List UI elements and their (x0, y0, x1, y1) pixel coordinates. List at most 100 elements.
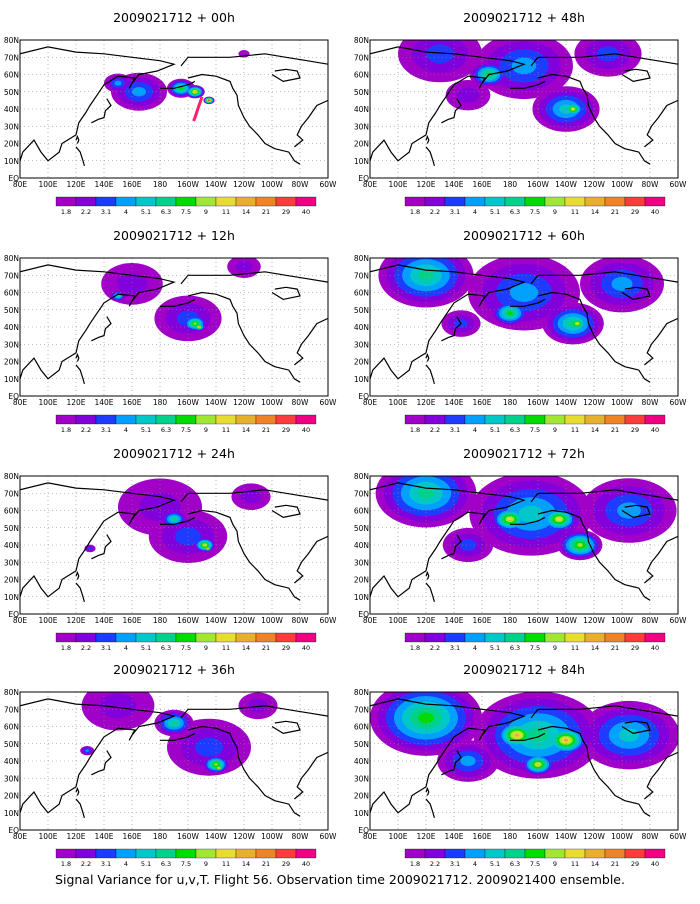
x-tick-label: 180 (503, 398, 518, 407)
colorbar-label: 3.1 (101, 644, 111, 652)
y-tick-label: EQ (358, 392, 369, 401)
colorbar-swatch (504, 196, 526, 207)
coastline (294, 751, 328, 800)
x-tick-label: 160W (527, 832, 549, 841)
colorbar-swatch (424, 196, 446, 207)
coastline (441, 98, 462, 124)
coastline (537, 725, 651, 817)
contour-region (460, 755, 476, 767)
colorbar-label: 21 (611, 860, 619, 868)
y-tick-label: 60N (4, 723, 19, 732)
x-tick-label: 140W (555, 398, 577, 407)
map-frame (19, 39, 329, 179)
coastline (530, 53, 678, 67)
contour-region (514, 733, 520, 737)
colorbar-label: 2.2 (430, 426, 440, 434)
colorbar-swatch (584, 196, 606, 207)
x-tick-label: 140E (444, 398, 463, 407)
x-tick-label: 120W (583, 180, 605, 189)
y-tick-label: 50N (4, 740, 19, 749)
x-tick-label: 160E (472, 832, 491, 841)
coastline (75, 146, 85, 167)
x-tick-label: 140E (94, 180, 113, 189)
x-tick-label: 80E (13, 398, 28, 407)
map-panel: 2009021712 + 84h 80E 100E 120E 140E 160E 180 16… (354, 662, 687, 868)
contour-region (114, 80, 122, 86)
coastline (425, 146, 435, 167)
colorbar-label: 21 (262, 426, 270, 434)
x-tick-label: 80E (363, 398, 378, 407)
coastline (271, 720, 301, 735)
colorbar-swatch (604, 196, 626, 207)
colorbar-swatch (524, 196, 546, 207)
colorbar-swatch (275, 196, 297, 207)
x-tick-label: 120W (233, 832, 255, 841)
x-tick-label: 60W (320, 180, 338, 189)
colorbar-label: 9 (204, 208, 208, 216)
colorbar-label: 21 (611, 208, 619, 216)
contour-region (179, 86, 183, 90)
coastline (530, 271, 678, 285)
x-tick-label: 140W (205, 180, 227, 189)
colorbar-label: 29 (282, 644, 290, 652)
coastline (621, 68, 651, 83)
x-tick-label: 80W (292, 398, 310, 407)
colorbar-swatch (55, 414, 77, 425)
coastline (180, 705, 328, 719)
y-tick-label: EQ (8, 610, 19, 619)
coastline (187, 73, 301, 165)
y-tick-label: 70N (4, 705, 19, 714)
map-frame (369, 39, 679, 179)
y-tick-label: 30N (354, 558, 369, 567)
map-panel: 2009021712 + 24h 80E 100E 120E 140E 160E 180 16… (4, 446, 337, 652)
colorbar-label: 6.3 (161, 860, 171, 868)
coastline (425, 352, 430, 362)
coastline (187, 725, 301, 817)
y-tick-label: 20N (354, 576, 369, 585)
colorbar-label: 1.8 (61, 208, 71, 216)
colorbar-label: 9 (204, 426, 208, 434)
contour-region (218, 767, 220, 769)
colorbar-label: 3.1 (450, 208, 460, 216)
colorbar-label: 1.8 (61, 426, 71, 434)
y-tick-label: 80N (4, 472, 19, 481)
colorbar-label: 29 (282, 426, 290, 434)
x-tick-label: 120E (416, 832, 435, 841)
colorbar-swatch (544, 196, 566, 207)
map-frame (19, 691, 329, 831)
y-tick-label: 70N (354, 489, 369, 498)
coastline (160, 516, 196, 525)
colorbar-label: 14 (242, 208, 250, 216)
colorbar-label: 5.1 (490, 426, 500, 434)
colorbar-label: 1.8 (61, 860, 71, 868)
colorbar-swatch (95, 414, 117, 425)
contour-region (194, 91, 196, 93)
contour-region (418, 712, 434, 724)
y-tick-label: 40N (354, 105, 369, 114)
colorbar-label: 29 (631, 426, 639, 434)
colorbar-label: 5.1 (490, 644, 500, 652)
x-tick-label: 120W (233, 180, 255, 189)
colorbar-swatch (175, 414, 197, 425)
x-tick-label: 60W (670, 832, 688, 841)
colorbar-label: 9 (553, 860, 557, 868)
x-tick-label: 120W (583, 398, 605, 407)
coastline (510, 298, 546, 307)
x-tick-label: 100W (261, 616, 283, 625)
x-tick-label: 80E (363, 180, 378, 189)
colorbar-swatch (604, 632, 626, 643)
colorbar-swatch (195, 848, 217, 859)
panel-title: 2009021712 + 24h (113, 446, 235, 461)
colorbar-label: 7.5 (530, 426, 540, 434)
y-tick-label: 10N (354, 809, 369, 818)
panel-title: 2009021712 + 84h (463, 662, 585, 677)
y-tick-label: 30N (4, 122, 19, 131)
x-tick-label: 80E (13, 616, 28, 625)
contour-region (617, 502, 641, 519)
coastline (75, 364, 85, 385)
colorbar-swatch (644, 848, 666, 859)
coastline (370, 698, 526, 814)
y-tick-label: 80N (354, 688, 369, 697)
colorbar-label: 5.1 (141, 426, 151, 434)
colorbar-swatch (275, 414, 297, 425)
